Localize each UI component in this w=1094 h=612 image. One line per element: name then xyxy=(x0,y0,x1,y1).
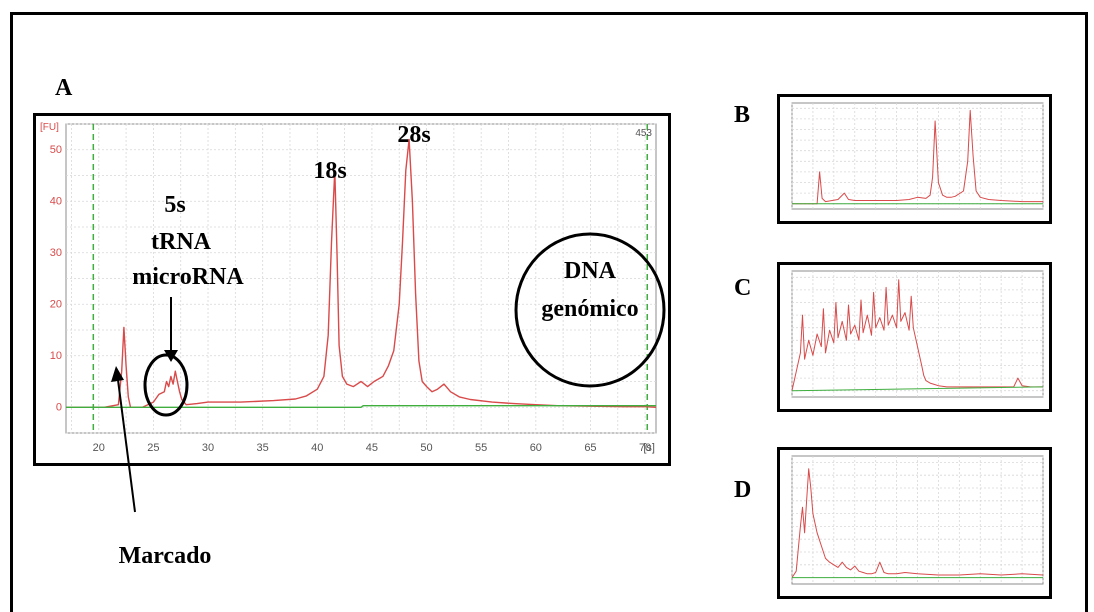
panel-b-box xyxy=(777,94,1052,224)
trace-line xyxy=(791,468,1044,578)
panel-label-d: D xyxy=(734,477,752,503)
x-tick-label: 55 xyxy=(475,442,487,454)
electropherogram-a: 20 25 30 35 40 45 50 55 60 65 70 0 10 20 30 40 50 [FU] [s]… xyxy=(40,122,657,454)
y-tick-label: 20 xyxy=(50,298,62,310)
x-tick-label: 35 xyxy=(257,442,269,454)
y-tick-label: 0 xyxy=(56,401,62,413)
x-axis-label: [s] xyxy=(643,442,655,454)
y-tick-label: 50 xyxy=(50,144,62,156)
y-tick-label: 40 xyxy=(50,195,62,207)
panel-label-a: A xyxy=(55,75,73,101)
baseline-line xyxy=(791,386,1044,392)
electropherogram-d xyxy=(791,455,1044,585)
baseline-line xyxy=(66,405,656,408)
electropherogram-b xyxy=(791,102,1044,210)
x-tick-label: 50 xyxy=(420,442,432,454)
x-tick-label: 40 xyxy=(311,442,323,454)
trace-line xyxy=(791,279,1043,391)
panel-label-c: C xyxy=(734,275,752,301)
panel-label-b: B xyxy=(734,102,751,128)
x-tick-label: 25 xyxy=(147,442,159,454)
figure-frame xyxy=(10,12,1088,612)
electropherogram-c xyxy=(791,270,1044,398)
x-tick-label: 70 xyxy=(639,442,651,454)
panel-d-box xyxy=(777,447,1052,599)
panel-a-box: 20 25 30 35 40 45 50 55 60 65 70 0 10 20 30 40 50 [FU] [s]… xyxy=(33,113,671,466)
corner-value: 453 xyxy=(635,128,652,139)
x-tick-label: 30 xyxy=(202,442,214,454)
y-axis-label: [FU] xyxy=(40,122,59,133)
trace-line xyxy=(792,109,1043,205)
x-tick-label: 65 xyxy=(584,442,596,454)
panel-c-box xyxy=(777,262,1052,412)
y-tick-label: 10 xyxy=(50,350,62,362)
x-tick-label: 20 xyxy=(93,442,105,454)
x-tick-label: 45 xyxy=(366,442,378,454)
x-tick-label: 60 xyxy=(530,442,542,454)
y-tick-label: 30 xyxy=(50,247,62,259)
